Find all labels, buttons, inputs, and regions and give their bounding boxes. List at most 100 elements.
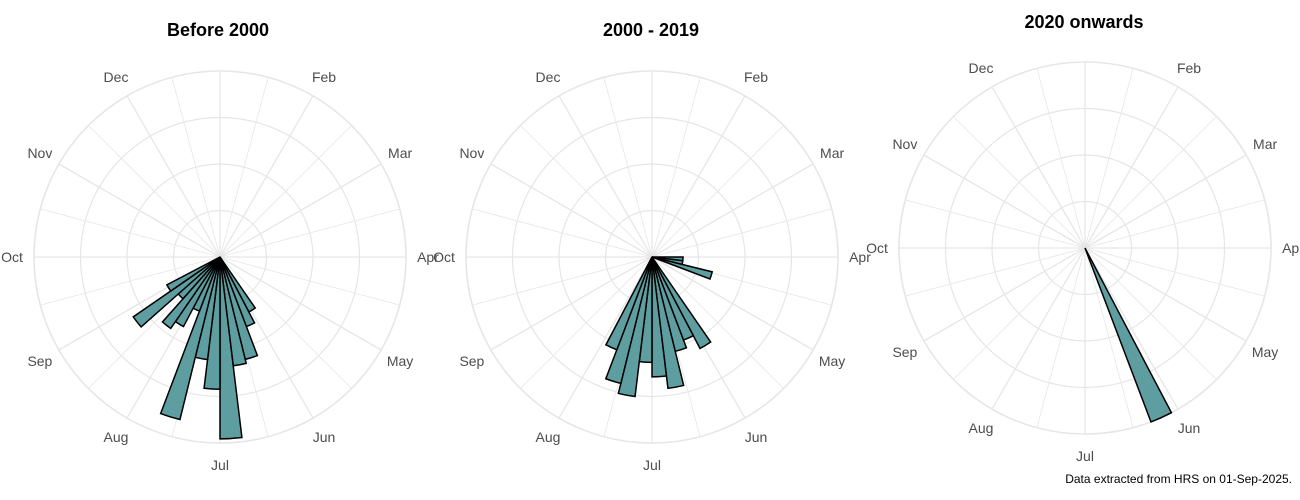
grid-spoke (651, 95, 746, 258)
month-labels: Feb Mar Apr May Jun Jul Aug Sep Oct Nov Dec (433, 69, 871, 473)
grid-spoke (126, 95, 221, 258)
month-label-jul: Jul (211, 457, 229, 473)
month-label-jun: Jun (745, 429, 768, 445)
grid-spoke (1084, 247, 1134, 428)
month-label-apr: Apr (1282, 240, 1300, 256)
grid-spoke (1084, 116, 1217, 249)
month-label-dec: Dec (969, 60, 994, 76)
grid-spoke (905, 199, 1086, 249)
month-label-dec: Dec (104, 69, 129, 85)
month-label-apr: Apr (417, 249, 439, 265)
grid-spoke (219, 95, 314, 258)
bar-week-34 (132, 256, 221, 328)
month-label-dec: Dec (536, 69, 561, 85)
bar-week-25 (651, 256, 685, 390)
grid-spoke (1084, 199, 1265, 249)
grid-spoke (520, 125, 653, 258)
grid-spoke (58, 163, 221, 258)
month-label-apr: Apr (849, 249, 871, 265)
grid-spoke (1084, 154, 1247, 249)
month-label-aug: Aug (969, 420, 994, 436)
grid-spoke (1084, 247, 1265, 297)
grid-spoke (558, 95, 653, 258)
grid-spoke (905, 247, 1086, 297)
grid (898, 61, 1272, 435)
grid-spoke (1036, 68, 1086, 249)
month-label-oct: Oct (1, 249, 23, 265)
month-label-aug: Aug (104, 429, 129, 445)
month-label-aug: Aug (536, 429, 561, 445)
month-label-sep: Sep (892, 344, 917, 360)
bar-week-26 (651, 256, 668, 378)
grid-spoke (603, 77, 653, 258)
month-label-oct: Oct (433, 249, 455, 265)
grid-spoke (991, 86, 1086, 249)
grid-spoke (651, 256, 814, 351)
grid-spoke (40, 208, 221, 258)
month-label-nov: Nov (27, 145, 52, 161)
month-label-jun: Jun (313, 429, 336, 445)
grid-spoke (219, 125, 352, 258)
grid-spoke (1084, 68, 1134, 249)
bar-week-30 (604, 256, 653, 351)
bar-week-26 (219, 256, 243, 440)
grid-spoke (953, 247, 1086, 380)
month-label-jul: Jul (643, 457, 661, 473)
panel-title-2000-2019: 2000 - 2019 (602, 20, 700, 40)
month-label-sep: Sep (27, 353, 52, 369)
grid-spoke (1084, 86, 1179, 249)
grid-spoke (651, 125, 784, 258)
grid-spoke (923, 247, 1086, 342)
grid-spoke (991, 247, 1086, 410)
grid (465, 70, 839, 444)
month-label-jul: Jul (1076, 448, 1094, 464)
grid-spoke (651, 77, 701, 258)
grid-spoke (1084, 247, 1247, 342)
grid-spoke (472, 256, 653, 306)
grid-spoke (219, 256, 400, 306)
month-label-oct: Oct (866, 240, 888, 256)
month-label-may: May (1252, 344, 1278, 360)
bar-week-16 (651, 256, 714, 280)
bars (132, 256, 259, 440)
month-label-mar: Mar (820, 145, 844, 161)
footnote: Data extracted from HRS on 01-Sep-2025. (1065, 472, 1292, 486)
bar-week-32 (161, 256, 221, 330)
month-label-jun: Jun (1178, 420, 1201, 436)
month-label-sep: Sep (459, 353, 484, 369)
bar-week-23 (1084, 247, 1173, 423)
grid-spoke (219, 77, 269, 258)
panel-title-before-2000: Before 2000 (166, 20, 270, 40)
panel-title-2020-onwards: 2020 onwards (1024, 12, 1144, 32)
month-label-mar: Mar (1253, 136, 1277, 152)
grid-spoke (219, 208, 400, 258)
grid-spoke (651, 256, 784, 389)
month-label-feb: Feb (744, 69, 768, 85)
grid-spoke (171, 77, 221, 258)
month-label-may: May (819, 353, 845, 369)
month-label-mar: Mar (388, 145, 412, 161)
grid-spoke (520, 256, 653, 389)
grid-spoke (88, 125, 221, 258)
bars (1084, 247, 1173, 423)
grid-spoke (219, 256, 382, 351)
grid-spoke (219, 163, 382, 258)
grid-spoke (472, 208, 653, 258)
month-label-nov: Nov (459, 145, 484, 161)
month-label-may: May (387, 353, 413, 369)
grid-spoke (923, 154, 1086, 249)
grid-spoke (40, 256, 221, 306)
grid-spoke (490, 163, 653, 258)
month-label-feb: Feb (1177, 60, 1201, 76)
grid-spoke (1084, 247, 1179, 410)
grid-spoke (1084, 247, 1217, 380)
grid-spoke (953, 116, 1086, 249)
month-label-nov: Nov (892, 136, 917, 152)
grid-spoke (558, 256, 653, 419)
month-labels: Feb Mar Apr May Jun Jul Aug Sep Oct Nov Dec (1, 69, 439, 473)
bar-week-22 (651, 256, 712, 350)
grid-spoke (651, 208, 832, 258)
